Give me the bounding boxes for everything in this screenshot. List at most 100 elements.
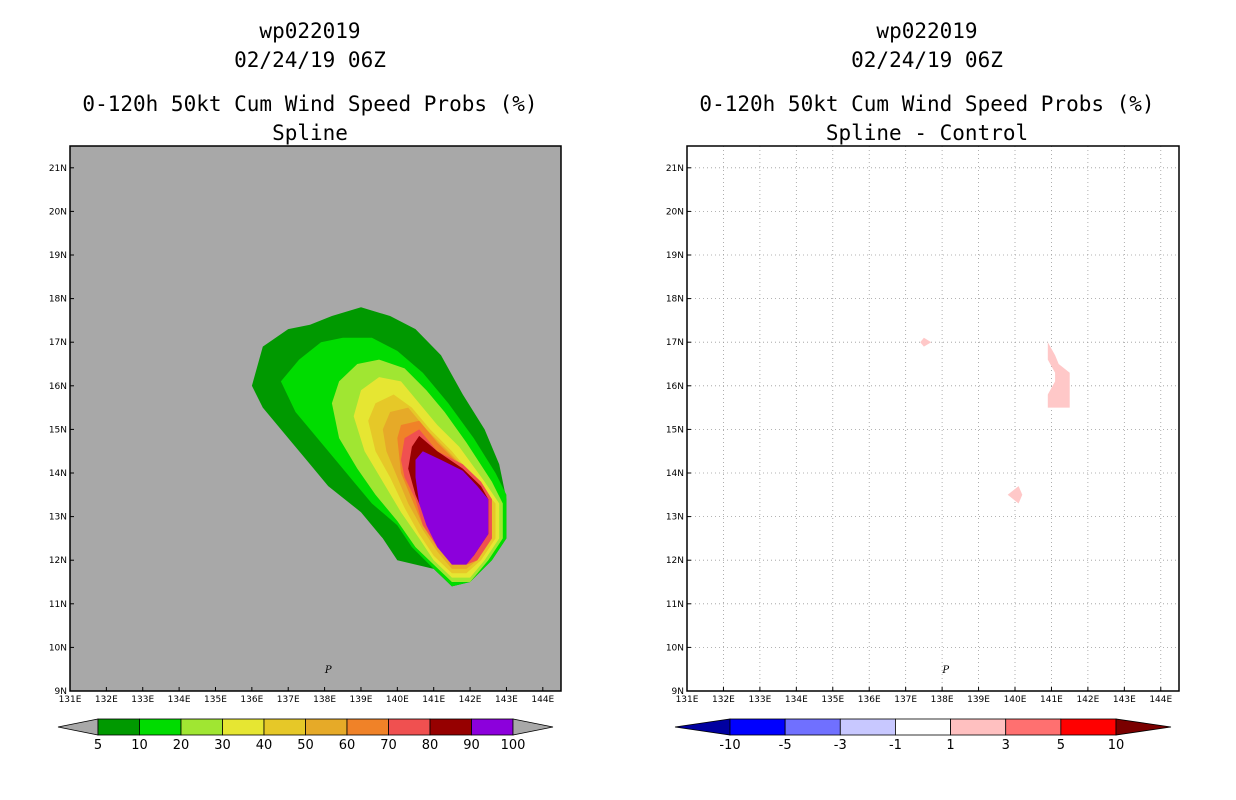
right-y-tick-label: 12N	[666, 556, 684, 566]
left-x-tick-label: 134E	[168, 695, 191, 705]
left-colorbar-label: 90	[463, 738, 480, 753]
right-y-tick-label: 13N	[666, 513, 684, 523]
left-x-tick-label: 139E	[350, 695, 373, 705]
left-colorbar-label: 60	[339, 738, 356, 753]
right-colorbar-low-arrow	[674, 718, 731, 736]
left-x-tick-label: 138E	[313, 695, 336, 705]
right-datetime: 02/24/19 06Z	[851, 48, 1003, 72]
left-x-tick-label: 137E	[277, 695, 300, 705]
left-frame	[69, 145, 562, 692]
left-x-tick-label: 140E	[386, 695, 409, 705]
left-x-tick-label: 142E	[459, 695, 482, 705]
left-contour-90	[415, 451, 489, 565]
left-chart-title: 0-120h 50kt Cum Wind Speed Probs (%)	[82, 92, 538, 116]
left-x-tick-label: 144E	[531, 695, 554, 705]
right-x-tick-label: 141E	[1040, 695, 1063, 705]
right-storm-id: wp022019	[876, 19, 978, 43]
right-colorbar-bin	[784, 718, 841, 736]
left-colorbar-label: 80	[422, 738, 439, 753]
left-x-tick-label: 135E	[204, 695, 227, 705]
left-colorbar-label: 5	[94, 738, 102, 753]
right-colorbar-label: -10	[719, 738, 740, 753]
left-colorbar-label: 30	[214, 738, 231, 753]
right-colorbar-label: 10	[1108, 738, 1125, 753]
right-x-tick-label: 139E	[967, 695, 990, 705]
left-y-tick-label: 14N	[49, 469, 67, 479]
left-colorbar-label: 40	[256, 738, 273, 753]
right-marker: P	[941, 665, 949, 676]
left-colorbar-label: 100	[501, 738, 526, 753]
right-contour-1	[1007, 486, 1023, 504]
left-y-tick-label: 11N	[49, 600, 67, 610]
right-x-tick-label: 136E	[858, 695, 881, 705]
left-x-tick-label: 141E	[422, 695, 445, 705]
right-x-tick-label: 137E	[894, 695, 917, 705]
right-y-tick-label: 15N	[666, 425, 684, 435]
right-x-tick-label: 143E	[1113, 695, 1136, 705]
left-y-tick-label: 19N	[49, 251, 67, 261]
right-colorbar-label: -5	[779, 738, 792, 753]
left-storm-id: wp022019	[259, 19, 361, 43]
left-x-tick-label: 136E	[240, 695, 263, 705]
left-datetime: 02/24/19 06Z	[234, 48, 386, 72]
right-chart-subtitle: Spline - Control	[825, 121, 1029, 145]
right-x-tick-label: 134E	[785, 695, 808, 705]
right-colorbar-label: 3	[1002, 738, 1010, 753]
right-colorbar-high-arrow	[1115, 718, 1172, 736]
left-colorbar-high-arrow	[512, 718, 554, 736]
left-marker: P	[324, 665, 332, 676]
right-x-tick-label: 144E	[1149, 695, 1172, 705]
right-colorbar-label: -1	[889, 738, 902, 753]
right-y-tick-label: 16N	[666, 382, 684, 392]
left-y-tick-label: 21N	[49, 164, 67, 174]
right-y-tick-label: 17N	[666, 338, 684, 348]
left-colorbar-label: 50	[297, 738, 314, 753]
left-x-tick-label: 133E	[131, 695, 154, 705]
right-colorbar-bin	[729, 718, 786, 736]
left-colorbar-label: 70	[380, 738, 397, 753]
right-y-tick-label: 9N	[672, 687, 684, 697]
right-colorbar-label: 1	[946, 738, 954, 753]
right-colorbar-label: -3	[834, 738, 847, 753]
left-contour-layer	[251, 307, 507, 587]
left-colorbar-label: 10	[131, 738, 148, 753]
right-y-tick-label: 18N	[666, 295, 684, 305]
right-y-tick-label: 20N	[666, 207, 684, 217]
right-x-tick-label: 132E	[712, 695, 735, 705]
right-y-tick-label: 21N	[666, 164, 684, 174]
right-y-tick-label: 10N	[666, 643, 684, 653]
right-contour-1	[920, 337, 932, 347]
right-y-tick-label: 14N	[666, 469, 684, 479]
right-chart-title: 0-120h 50kt Cum Wind Speed Probs (%)	[699, 92, 1155, 116]
right-colorbar-bin	[1060, 718, 1117, 736]
left-y-tick-label: 9N	[55, 687, 67, 697]
right-contour-layer	[687, 146, 1179, 691]
left-y-tick-label: 15N	[49, 425, 67, 435]
right-y-tick-label: 11N	[666, 600, 684, 610]
left-chart-subtitle: Spline	[272, 121, 348, 145]
left-x-tick-label: 143E	[495, 695, 518, 705]
right-plot-background	[687, 146, 1179, 691]
left-y-tick-label: 17N	[49, 338, 67, 348]
right-x-tick-label: 140E	[1004, 695, 1027, 705]
right-x-tick-label: 135E	[821, 695, 844, 705]
right-colorbar-bin	[895, 718, 951, 736]
right-x-tick-label: 133E	[748, 695, 771, 705]
right-y-tick-label: 19N	[666, 251, 684, 261]
right-x-tick-label: 142E	[1076, 695, 1099, 705]
right-frame	[686, 145, 1180, 692]
left-y-tick-label: 16N	[49, 382, 67, 392]
left-y-tick-label: 12N	[49, 556, 67, 566]
right-colorbar-bin	[1005, 718, 1062, 736]
left-y-tick-label: 20N	[49, 207, 67, 217]
left-y-tick-label: 18N	[49, 295, 67, 305]
left-y-tick-label: 10N	[49, 643, 67, 653]
right-colorbar-label: 5	[1057, 738, 1065, 753]
right-contour-1	[1047, 342, 1070, 408]
left-y-tick-label: 13N	[49, 513, 67, 523]
right-x-tick-label: 138E	[931, 695, 954, 705]
left-x-tick-label: 131E	[59, 695, 82, 705]
left-x-tick-label: 132E	[95, 695, 118, 705]
